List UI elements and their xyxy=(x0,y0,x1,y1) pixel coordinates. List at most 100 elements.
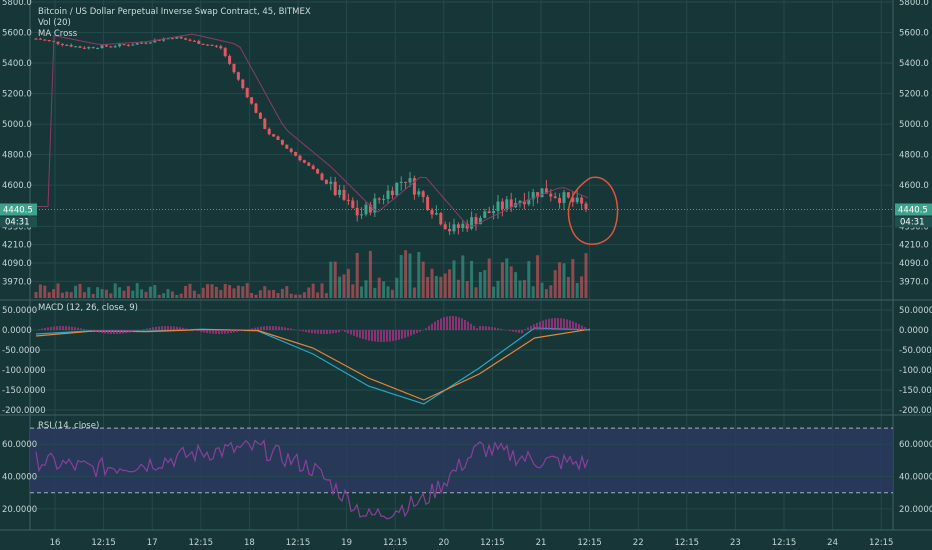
candle-body xyxy=(201,43,205,45)
volume-bar xyxy=(320,283,324,298)
candle-body xyxy=(214,45,218,47)
macd-histogram-bar xyxy=(326,330,328,334)
macd-histogram-bar xyxy=(566,319,568,330)
volume-bar xyxy=(276,293,280,298)
macd-y-tick-right: -100.0000 xyxy=(899,366,932,376)
macd-histogram-bar xyxy=(110,330,112,334)
macd-histogram-bar xyxy=(65,326,67,330)
candle-body xyxy=(461,223,465,229)
candle-body xyxy=(219,46,223,49)
candle-body xyxy=(465,223,469,229)
candle-body xyxy=(478,218,482,225)
x-tick-label: 23 xyxy=(730,538,741,548)
volume-bar xyxy=(214,286,218,298)
volume-bar xyxy=(430,268,434,298)
candle-body xyxy=(408,178,412,183)
candle-body xyxy=(74,46,78,48)
candle-body xyxy=(474,217,478,225)
candle-body xyxy=(404,181,408,183)
macd-y-tick-left: 0.0000 xyxy=(2,326,32,336)
candle-body xyxy=(276,136,280,140)
price-y-tick-right: 5200.0 xyxy=(899,90,929,100)
candle-body xyxy=(254,103,258,113)
macd-histogram-bar xyxy=(281,326,283,330)
candle-body xyxy=(487,211,491,214)
macd-histogram-bar xyxy=(398,330,400,340)
candle-body xyxy=(566,192,570,198)
candle-body xyxy=(377,198,381,200)
candle-body xyxy=(245,88,249,98)
candle-body xyxy=(78,46,82,48)
volume-bar xyxy=(65,291,69,298)
volume-bar xyxy=(562,263,566,298)
price-y-tick-right: 4800.0 xyxy=(899,151,929,161)
macd-histogram-bar xyxy=(476,328,478,330)
rsi-y-tick-left: 20.0000 xyxy=(2,505,37,515)
price-y-tick-right: 4600.0 xyxy=(899,181,929,191)
macd-histogram-bar xyxy=(317,330,319,334)
volume-bar xyxy=(113,283,117,298)
macd-histogram-bar xyxy=(383,330,385,342)
volume-bar xyxy=(52,289,56,298)
candle-body xyxy=(496,201,500,212)
candle-body xyxy=(197,41,201,44)
volume-bar xyxy=(421,261,425,298)
volume-bar xyxy=(571,259,575,298)
candle-body xyxy=(575,197,579,203)
candle-body xyxy=(272,134,276,137)
volume-bar xyxy=(382,281,386,298)
macd-histogram-bar xyxy=(323,330,325,334)
candle-body xyxy=(131,44,135,46)
volume-bar xyxy=(153,285,157,298)
volume-bar xyxy=(465,281,469,298)
macd-histogram-bar xyxy=(488,326,490,330)
volume-bar xyxy=(100,289,104,298)
price-y-tick-right: 3970.0 xyxy=(899,277,929,287)
candle-body xyxy=(536,192,540,198)
macd-histogram-bar xyxy=(164,326,166,330)
macd-histogram-bar xyxy=(335,330,337,333)
macd-y-tick-left: -200.0000 xyxy=(2,406,46,416)
macd-histogram-bar xyxy=(203,330,205,333)
volume-bar xyxy=(56,283,60,298)
macd-histogram-bar xyxy=(71,326,73,330)
macd-histogram-bar xyxy=(194,330,196,331)
macd-histogram-bar xyxy=(494,327,496,330)
vol-legend: Vol (20) xyxy=(38,18,71,28)
macd-histogram-bar xyxy=(53,326,55,330)
x-tick-label: 12:15 xyxy=(91,538,116,548)
macd-histogram-bar xyxy=(251,328,253,330)
candle-body xyxy=(135,43,139,45)
x-tick-label: 12:15 xyxy=(869,538,894,548)
macd-histogram-bar xyxy=(287,327,289,330)
macd-histogram-bar xyxy=(461,318,463,330)
x-tick-label: 12:15 xyxy=(772,538,797,548)
candle-body xyxy=(522,200,526,205)
candle-body xyxy=(179,36,183,39)
volume-bar xyxy=(69,292,73,298)
macd-histogram-bar xyxy=(404,330,406,338)
volume-bar xyxy=(302,292,306,298)
price-y-tick-left: 5200.0 xyxy=(2,90,32,100)
volume-bar xyxy=(122,290,126,298)
last-price-badge-right xyxy=(895,203,932,216)
candle-body xyxy=(399,181,403,183)
macd-histogram-bar xyxy=(266,326,268,330)
candle-body xyxy=(109,46,113,48)
volume-bar xyxy=(219,290,223,298)
macd-histogram-bar xyxy=(392,330,394,342)
candle-body xyxy=(443,224,447,229)
candle-body xyxy=(351,200,355,208)
volume-bar xyxy=(236,285,240,298)
volume-bar xyxy=(527,261,531,298)
macd-histogram-bar xyxy=(215,330,217,334)
macd-histogram-bar xyxy=(56,326,58,330)
countdown-badge-left xyxy=(0,216,37,228)
macd-histogram-bar xyxy=(443,317,445,330)
x-tick-label: 12:15 xyxy=(577,538,602,548)
candle-body xyxy=(483,211,487,219)
candle-body xyxy=(518,200,522,204)
candle-body xyxy=(505,199,509,209)
macd-y-tick-right: 50.0000 xyxy=(899,306,932,316)
volume-bar xyxy=(241,286,245,298)
